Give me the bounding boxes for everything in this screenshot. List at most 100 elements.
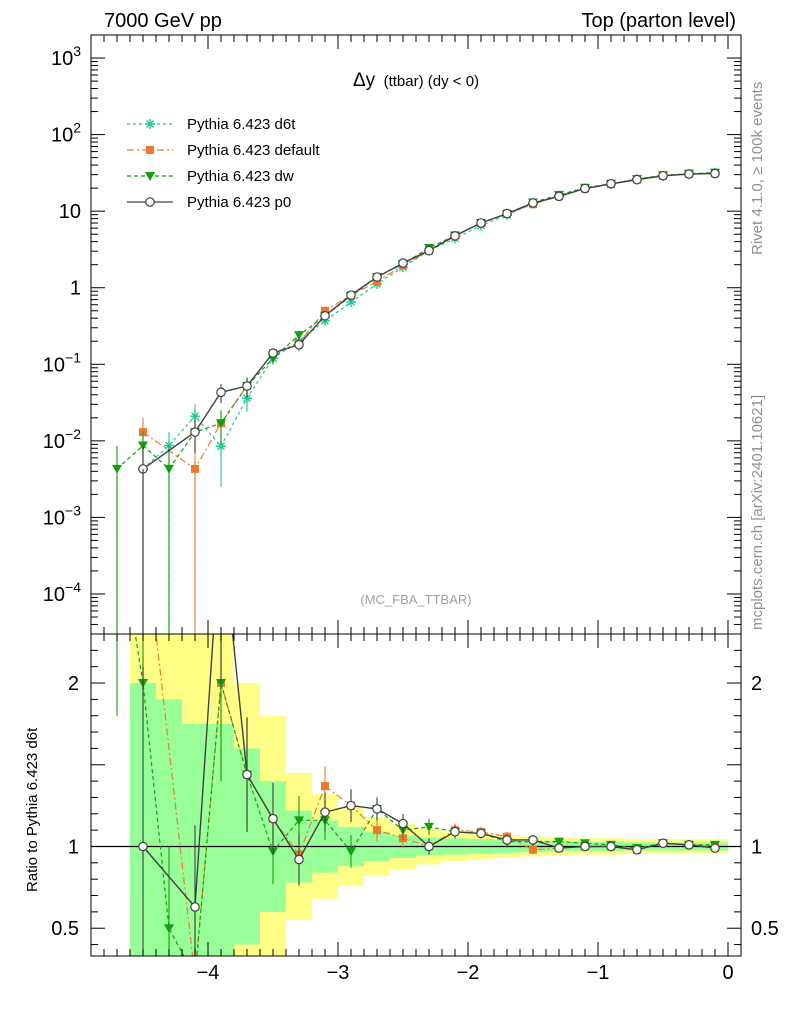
- ratio-x-tick-label: −2: [457, 962, 480, 984]
- point-p0: [476, 218, 486, 228]
- ratio-point-default: [373, 826, 381, 835]
- legend-entry-p0: Pythia 6.423 p0: [127, 194, 291, 211]
- ratio-point-default: [529, 845, 537, 854]
- legend-marker-dw: [145, 172, 155, 181]
- side-label-rivet: Rivet 4.1.0, ≥ 100k events: [749, 82, 766, 255]
- plot-title: Δy (ttbar) (dy < 0): [353, 70, 479, 91]
- series-p0: [138, 168, 720, 634]
- point-d6t: [216, 441, 226, 452]
- point-p0: [398, 258, 408, 268]
- point-p0: [632, 174, 642, 185]
- point-d6t: [190, 411, 200, 422]
- point-p0: [710, 168, 720, 179]
- ratio-point-p0: [268, 813, 278, 824]
- point-p0: [346, 290, 356, 300]
- point-p0: [580, 183, 590, 194]
- main-y-tick-label: 10−2: [43, 426, 81, 453]
- ratio-point-p0: [450, 826, 460, 837]
- ratio-point-dw: [554, 837, 564, 847]
- ratio-x-tick-label: −4: [197, 962, 220, 984]
- ratio-point-p0: [528, 835, 538, 845]
- ratio-point-p0: [710, 843, 720, 853]
- ratio-x-tick-label: −3: [327, 962, 350, 984]
- ratio-y-tick-label: 2: [68, 673, 79, 695]
- main-y-tick-label: 1: [70, 278, 81, 300]
- main-y-tick-label: 10−3: [43, 502, 81, 529]
- main-y-tick-label: 10−4: [43, 579, 81, 606]
- point-dw: [294, 331, 304, 341]
- main-y-tick-label-exp: −2: [65, 426, 81, 442]
- ratio-y-tick-label-right: 2: [751, 673, 762, 695]
- point-p0: [320, 310, 330, 321]
- ratio-point-dw: [294, 816, 304, 826]
- point-p0: [190, 427, 200, 437]
- watermark: (MC_FBA_TTBAR): [360, 592, 471, 607]
- main-panel: 10−4 10−3 10−2 10−1 1 10 102 103 (MC_FBA_TTBAR)…: [43, 34, 742, 635]
- point-p0: [424, 245, 434, 256]
- point-p0: [554, 191, 564, 202]
- header-right: Top (parton level): [581, 10, 736, 32]
- ratio-x-tick-label: 0: [722, 962, 733, 984]
- series-d6t: [138, 168, 720, 634]
- point-p0: [658, 170, 668, 181]
- legend-label-dw: Pythia 6.423 dw: [187, 168, 294, 185]
- ratio-point-p0: [138, 841, 148, 852]
- ratio-y-label: Ratio to Pythia 6.423 d6t: [24, 727, 41, 892]
- legend-marker-default: [146, 146, 154, 154]
- series-dw: [112, 168, 720, 634]
- point-p0: [372, 272, 382, 282]
- ratio-point-p0: [346, 800, 356, 811]
- main-y-tick-label-exp: 3: [73, 43, 81, 59]
- ratio-point-default: [321, 782, 329, 791]
- ratio-y-tick-label: 1: [68, 836, 79, 858]
- main-x-ticks: [90, 35, 742, 634]
- ratio-point-p0: [398, 818, 408, 829]
- ratio-y-tick-label: 0.5: [51, 918, 79, 940]
- ratio-point-p0: [476, 828, 486, 839]
- point-p0: [606, 178, 616, 189]
- point-p0: [216, 387, 226, 398]
- series-line-d6t: [142, 172, 716, 470]
- ratio-point-p0: [554, 843, 564, 853]
- legend-entry-dw: Pythia 6.423 dw: [127, 168, 294, 185]
- ratio-series-p0: [138, 634, 720, 956]
- main-y-tick-label: 10: [59, 201, 81, 223]
- ratio-point-p0: [242, 769, 252, 780]
- point-p0: [528, 198, 538, 208]
- main-y-tick-label: 102: [51, 120, 81, 147]
- ratio-line-p0: [142, 634, 716, 909]
- point-p0: [242, 381, 252, 391]
- ratio-point-dw: [216, 679, 226, 689]
- series-line-p0: [142, 172, 716, 470]
- point-p0: [684, 169, 694, 179]
- point-p0: [268, 348, 278, 358]
- legend-marker-p0: [145, 197, 155, 207]
- main-y-tick-label-exp: −1: [65, 349, 81, 365]
- point-p0: [502, 208, 512, 219]
- ratio-y-tick-label-right: 1: [751, 836, 762, 858]
- ratio-point-dw: [424, 822, 434, 832]
- ratio-point-p0: [294, 854, 304, 865]
- ratio-point-p0: [502, 835, 512, 845]
- series-line-dw: [116, 172, 716, 470]
- ratio-point-p0: [632, 844, 642, 855]
- plot-title-main: Δy: [353, 70, 376, 91]
- legend-label-p0: Pythia 6.423 p0: [187, 194, 291, 211]
- series-line-default: [142, 172, 716, 470]
- ratio-point-p0: [190, 902, 200, 912]
- point-p0: [450, 231, 460, 241]
- point-default: [321, 306, 329, 315]
- ratio-point-p0: [658, 838, 668, 849]
- legend: Pythia 6.423 d6t Pythia 6.423 default Pyth…: [127, 116, 320, 211]
- ratio-point-p0: [606, 841, 616, 852]
- ratio-x-tick-label: −1: [587, 962, 610, 984]
- point-d6t: [242, 393, 252, 404]
- ratio-point-p0: [372, 804, 382, 814]
- main-series-layer: [112, 168, 720, 634]
- point-d6t: [164, 440, 174, 451]
- ratio-point-dw: [346, 847, 356, 857]
- ratio-panel: 0.5 0.5 1 1 2 2 −4 −3 −2 −1 0 Ratio to Pythia 6.4…: [24, 633, 779, 984]
- main-y-tick-label-exp: −3: [65, 502, 81, 518]
- point-p0: [294, 339, 304, 350]
